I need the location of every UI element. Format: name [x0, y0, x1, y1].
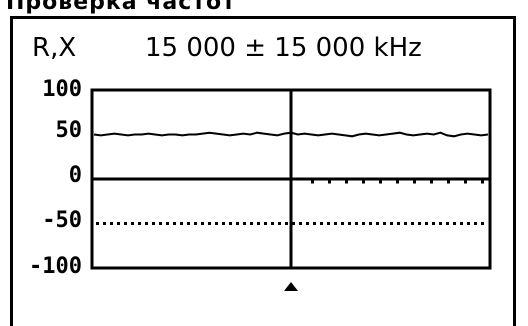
y-tick-label: -100: [29, 254, 82, 279]
device-screen-frame: [10, 16, 516, 326]
y-tick-label: 50: [55, 118, 83, 143]
title-fragment-text: Проверка частот: [6, 0, 236, 14]
y-tick-label: 100: [42, 77, 82, 102]
center-marker-icon: [284, 282, 298, 291]
parameter-label: R,X: [32, 33, 77, 63]
frequency-range-label: 15 000 ± 15 000 kHz: [145, 33, 422, 63]
title-fragment: Проверка частот: [0, 0, 528, 14]
series-r-line: [93, 131, 489, 138]
y-tick-label: 0: [68, 163, 82, 188]
y-tick-label: -50: [42, 208, 82, 233]
